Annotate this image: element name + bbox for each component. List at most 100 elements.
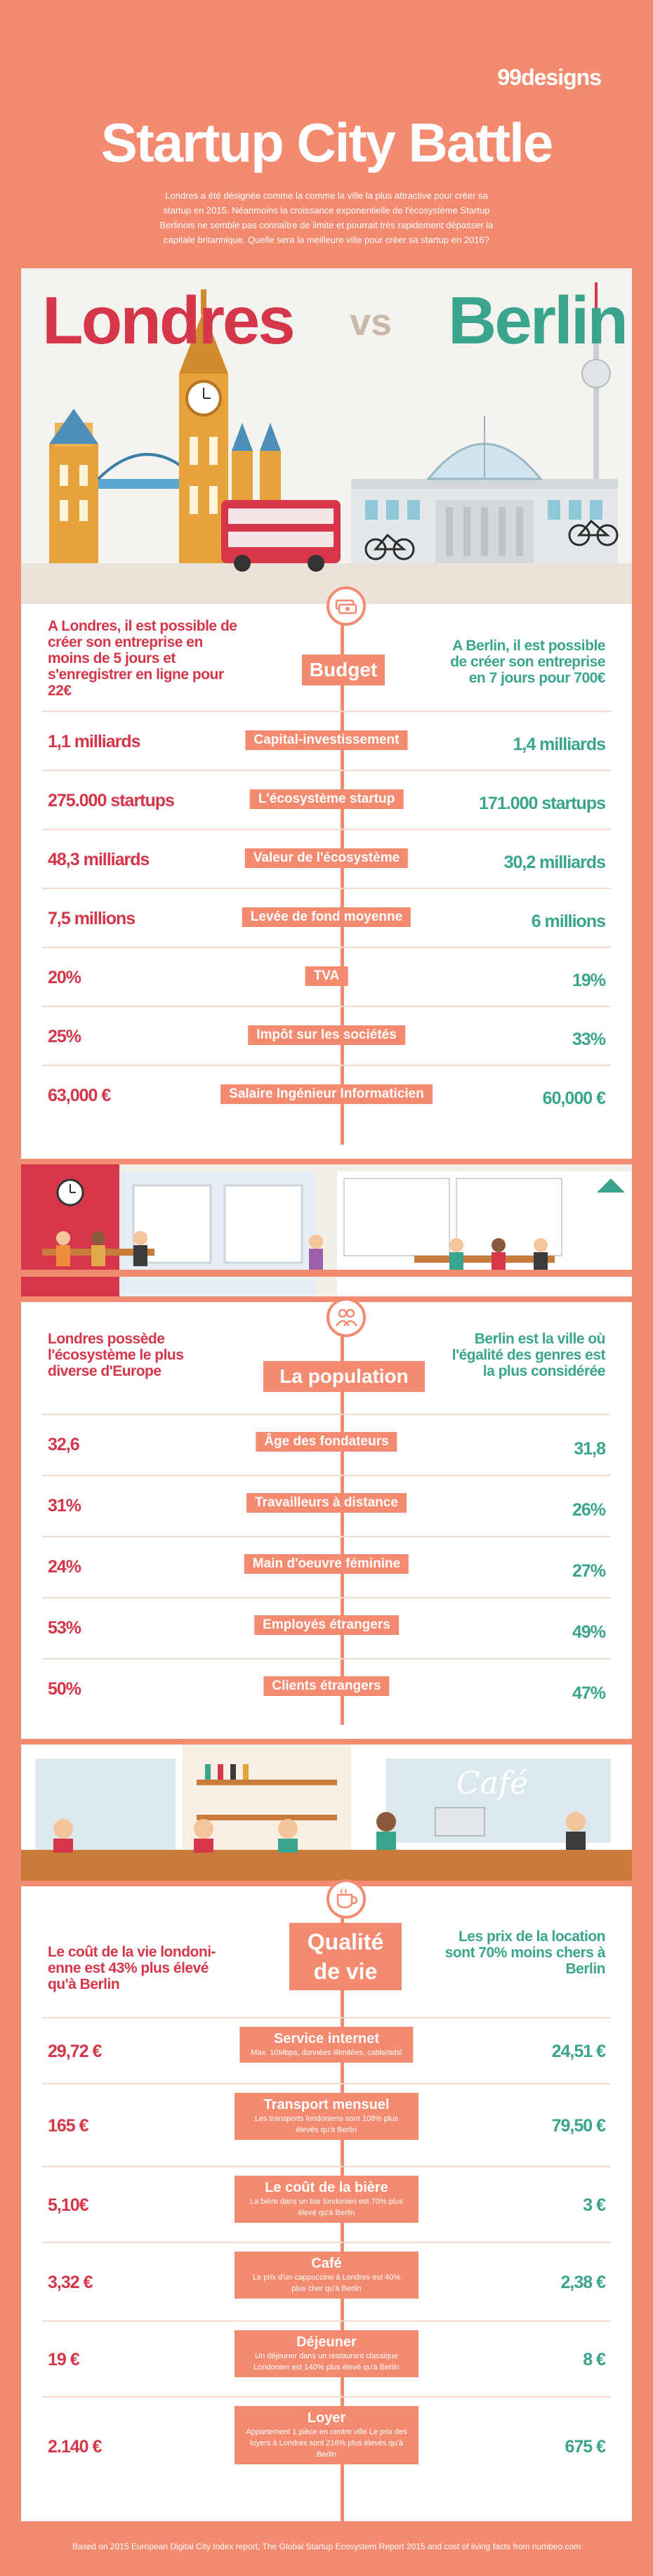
berlin-value: 33% <box>572 1030 606 1049</box>
page-title: Startup City Battle <box>100 112 553 173</box>
berlin-value: 31,8 <box>574 1439 606 1459</box>
london-value: 7,5 millions <box>48 909 136 928</box>
table-row: 3,32 € Café Le prix d'un cappuccino à Lond… <box>42 2242 611 2322</box>
table-row: 32,6 Âge des fondateurs 31,8 <box>42 1414 611 1476</box>
reichstag-illustration <box>351 416 618 563</box>
table-row: 5,10€ Le coût de la bière La bière dans un… <box>42 2166 611 2243</box>
berlin-value: 27% <box>572 1561 606 1581</box>
table-row: 53% Employés étrangers 49% <box>42 1597 611 1660</box>
metric-label: Travailleurs à distance <box>246 1493 407 1513</box>
population-badge <box>326 1298 366 1337</box>
table-row: 50% Clients étrangers 47% <box>42 1658 611 1721</box>
metric-note: Appartement 1 pièce en centre ville Le p… <box>246 2428 407 2459</box>
population-timeline-line <box>341 1302 344 1725</box>
cafe-scene: Café <box>21 1744 632 1881</box>
london-value: 48,3 milliards <box>48 850 150 869</box>
budget-berlin-text: A Berlin, il est possible de créer son e… <box>450 638 605 686</box>
berlin-value: 24,51 € <box>551 2042 606 2061</box>
brand-logo[interactable]: 99designs <box>497 65 602 90</box>
metric-label: Café Le prix d'un cappuccino à Londres es… <box>235 2252 418 2299</box>
quality-title-line2: de vie <box>313 1959 378 1984</box>
tv-tower-illustration <box>581 282 611 479</box>
metric-label: Capital-investissement <box>245 730 408 750</box>
table-row: 25% Impôt sur les sociétés 33% <box>42 1006 611 1066</box>
metric-label: Salaire Ingénieur Informaticien <box>220 1084 433 1104</box>
london-value: 25% <box>48 1027 81 1046</box>
berlin-value: 171.000 startups <box>479 794 606 813</box>
coffee-cup-icon <box>336 1888 357 1909</box>
london-value: 1,1 milliards <box>48 732 141 751</box>
london-value: 32,6 <box>48 1435 80 1454</box>
cafe-illustration <box>21 1744 632 1881</box>
london-value: 63,000 € <box>48 1086 111 1105</box>
versus-label: vs <box>350 301 393 343</box>
metric-label: Levée de fond moyenne <box>242 907 411 927</box>
metric-label: Âge des fondateurs <box>256 1432 397 1452</box>
metric-note: Le prix d'un cappuccino à Londres est 40… <box>252 2273 400 2293</box>
section-divider <box>21 1881 632 1886</box>
metric-label: Clients étrangers <box>263 1676 390 1696</box>
metric-label: Déjeuner Un déjeuner dans un restaurant c… <box>235 2330 418 2377</box>
versus-right-city: Berlin <box>448 283 628 358</box>
table-row: 1,1 milliards Capital-investissement 1,4 m… <box>42 711 611 771</box>
table-row: 2.140 € Loyer Appartement 1 pièce en centr… <box>42 2396 611 2496</box>
table-row: 29,72 € Service internet Max. 10Mbps, donn… <box>42 2017 611 2084</box>
metric-note: Max. 10Mbps, données illimitées, cable/a… <box>251 2049 402 2057</box>
berlin-value: 1,4 milliards <box>513 735 606 754</box>
metric-label: Main d'oeuvre féminine <box>244 1554 409 1574</box>
table-row: 24% Main d'oeuvre féminine 27% <box>42 1536 611 1598</box>
table-row: 275.000 startups L'écosystème startup 171.… <box>42 770 611 830</box>
table-row: 63,000 € Salaire Ingénieur Informaticien 6… <box>42 1065 611 1125</box>
london-value: 29,72 € <box>48 2042 102 2061</box>
people-icon <box>335 1308 357 1327</box>
footer: Based on 2015 European Digital City Inde… <box>21 2521 632 2576</box>
population-berlin-text: Berlin est la ville où l'égalité des gen… <box>451 1331 606 1379</box>
london-value: 275.000 startups <box>48 791 175 810</box>
quality-title-line1: Qualité <box>307 1929 384 1954</box>
table-row: 19 € Déjeuner Un déjeuner dans un restaura… <box>42 2320 611 2398</box>
berlin-value: 30,2 milliards <box>503 853 606 872</box>
skyline-illustration <box>21 282 632 604</box>
metric-label: Employés étrangers <box>254 1615 399 1635</box>
table-row: 7,5 millions Levée de fond moyenne 6 milli… <box>42 888 611 948</box>
london-value: 53% <box>48 1618 81 1638</box>
metric-label: TVA <box>305 966 348 986</box>
quality-badge <box>326 1879 366 1919</box>
metric-title: Loyer <box>307 2410 346 2426</box>
table-row: 20% TVA 19% <box>42 947 611 1007</box>
table-row: 48,3 milliards Valeur de l'écosystème 30,2… <box>42 829 611 889</box>
red-bus-illustration <box>221 500 341 572</box>
london-value: 2.140 € <box>48 2437 102 2457</box>
header: 99designs Startup City Battle Londres a … <box>21 0 632 268</box>
table-row: 165 € Transport mensuel Les transports lon… <box>42 2083 611 2167</box>
coworking-illustration <box>21 1164 632 1298</box>
money-stack-icon <box>335 599 357 615</box>
london-value: 20% <box>48 968 81 987</box>
berlin-value: 675 € <box>565 2437 606 2457</box>
quality-berlin-text: Les prix de la location sont 70% moins c… <box>444 1928 606 1977</box>
london-value: 19 € <box>48 2350 80 2370</box>
budget-section-title: Budget <box>302 655 385 685</box>
metric-label: Transport mensuel Les transports londonie… <box>235 2093 418 2140</box>
london-value: 5,10€ <box>48 2195 89 2215</box>
berlin-value: 47% <box>572 1683 606 1703</box>
london-value: 31% <box>48 1496 81 1516</box>
berlin-value: 2,38 € <box>560 2273 606 2292</box>
berlin-value: 49% <box>572 1622 606 1642</box>
berlin-value: 26% <box>572 1500 606 1520</box>
london-value: 50% <box>48 1679 81 1699</box>
london-value: 165 € <box>48 2116 89 2136</box>
tower-bridge-illustration <box>49 409 198 563</box>
quality-london-text: Le coût de la vie londoni-enne est 43% p… <box>48 1944 216 1992</box>
section-divider <box>21 1739 632 1744</box>
metric-label: Le coût de la bière La bière dans un bar … <box>235 2176 418 2223</box>
metric-title: Café <box>311 2256 342 2271</box>
berlin-value: 6 millions <box>531 912 606 931</box>
berlin-value: 79,50 € <box>551 2116 606 2136</box>
population-section-title: La population <box>263 1361 425 1392</box>
berlin-value: 60,000 € <box>542 1089 606 1108</box>
berlin-value: 8 € <box>583 2350 606 2370</box>
metric-title: Déjeuner <box>296 2334 357 2350</box>
metric-note: Les transports londoniens sont 108% plus… <box>254 2115 399 2134</box>
cities-illustration: Londres vs Berlin <box>21 268 632 604</box>
